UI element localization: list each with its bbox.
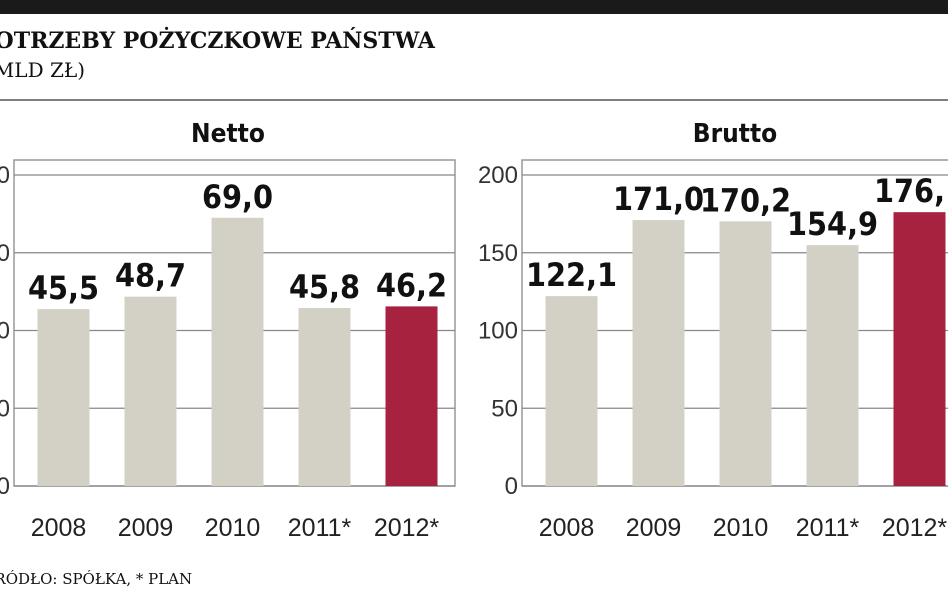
bar	[893, 212, 946, 487]
bar	[298, 307, 351, 486]
y-tick-label: 50	[491, 395, 518, 422]
y-tick-label: 100	[478, 318, 518, 345]
y-tick-label: 40	[0, 318, 10, 345]
x-tick-label: 2009	[626, 514, 682, 542]
x-tick-label: 2008	[31, 514, 87, 542]
y-tick-label: 200	[478, 162, 518, 189]
x-tick-label: 2012*	[374, 514, 440, 542]
y-tick-label: 80	[0, 162, 10, 189]
value-label: 176,1	[874, 172, 948, 210]
y-tick-label: 150	[478, 240, 518, 267]
y-tick-label: 0	[505, 473, 518, 500]
bar	[37, 309, 90, 486]
x-tick-label: 2010	[713, 514, 769, 542]
bar	[124, 296, 177, 486]
x-tick-label: 2009	[118, 514, 174, 542]
value-label: 170,2	[700, 181, 791, 219]
value-label: 122,1	[526, 256, 617, 294]
x-tick-label: 2010	[205, 514, 261, 542]
y-tick-label: 20	[0, 395, 10, 422]
value-label: 171,0	[613, 180, 704, 218]
bar	[719, 221, 772, 487]
top-bar	[0, 0, 948, 14]
value-label: 154,9	[787, 205, 878, 243]
chart-title: Netto	[191, 119, 265, 149]
value-label: 48,7	[115, 257, 186, 295]
value-label: 46,2	[376, 266, 447, 304]
y-tick-label: 60	[0, 240, 10, 267]
value-label: 45,5	[28, 269, 99, 307]
x-tick-label: 2008	[539, 514, 595, 542]
bar	[211, 217, 264, 486]
bar	[806, 245, 859, 486]
x-tick-label: 2011*	[288, 514, 352, 542]
bar	[632, 220, 685, 486]
value-label: 45,8	[289, 268, 360, 306]
source: ŹRÓDŁO: SPÓŁKA, * PLAN	[0, 570, 192, 588]
x-tick-label: 2011*	[796, 514, 860, 542]
value-label: 69,0	[202, 178, 273, 216]
page-title: POTRZEBY POŻYCZKOWE PAŃSTWA	[0, 26, 436, 54]
bar	[545, 296, 598, 486]
x-tick-label: 2012*	[882, 514, 948, 542]
y-tick-label: 0	[0, 473, 10, 500]
bar	[385, 306, 438, 486]
subtitle: (MLD ZŁ)	[0, 58, 85, 82]
chart-title: Brutto	[693, 119, 777, 149]
